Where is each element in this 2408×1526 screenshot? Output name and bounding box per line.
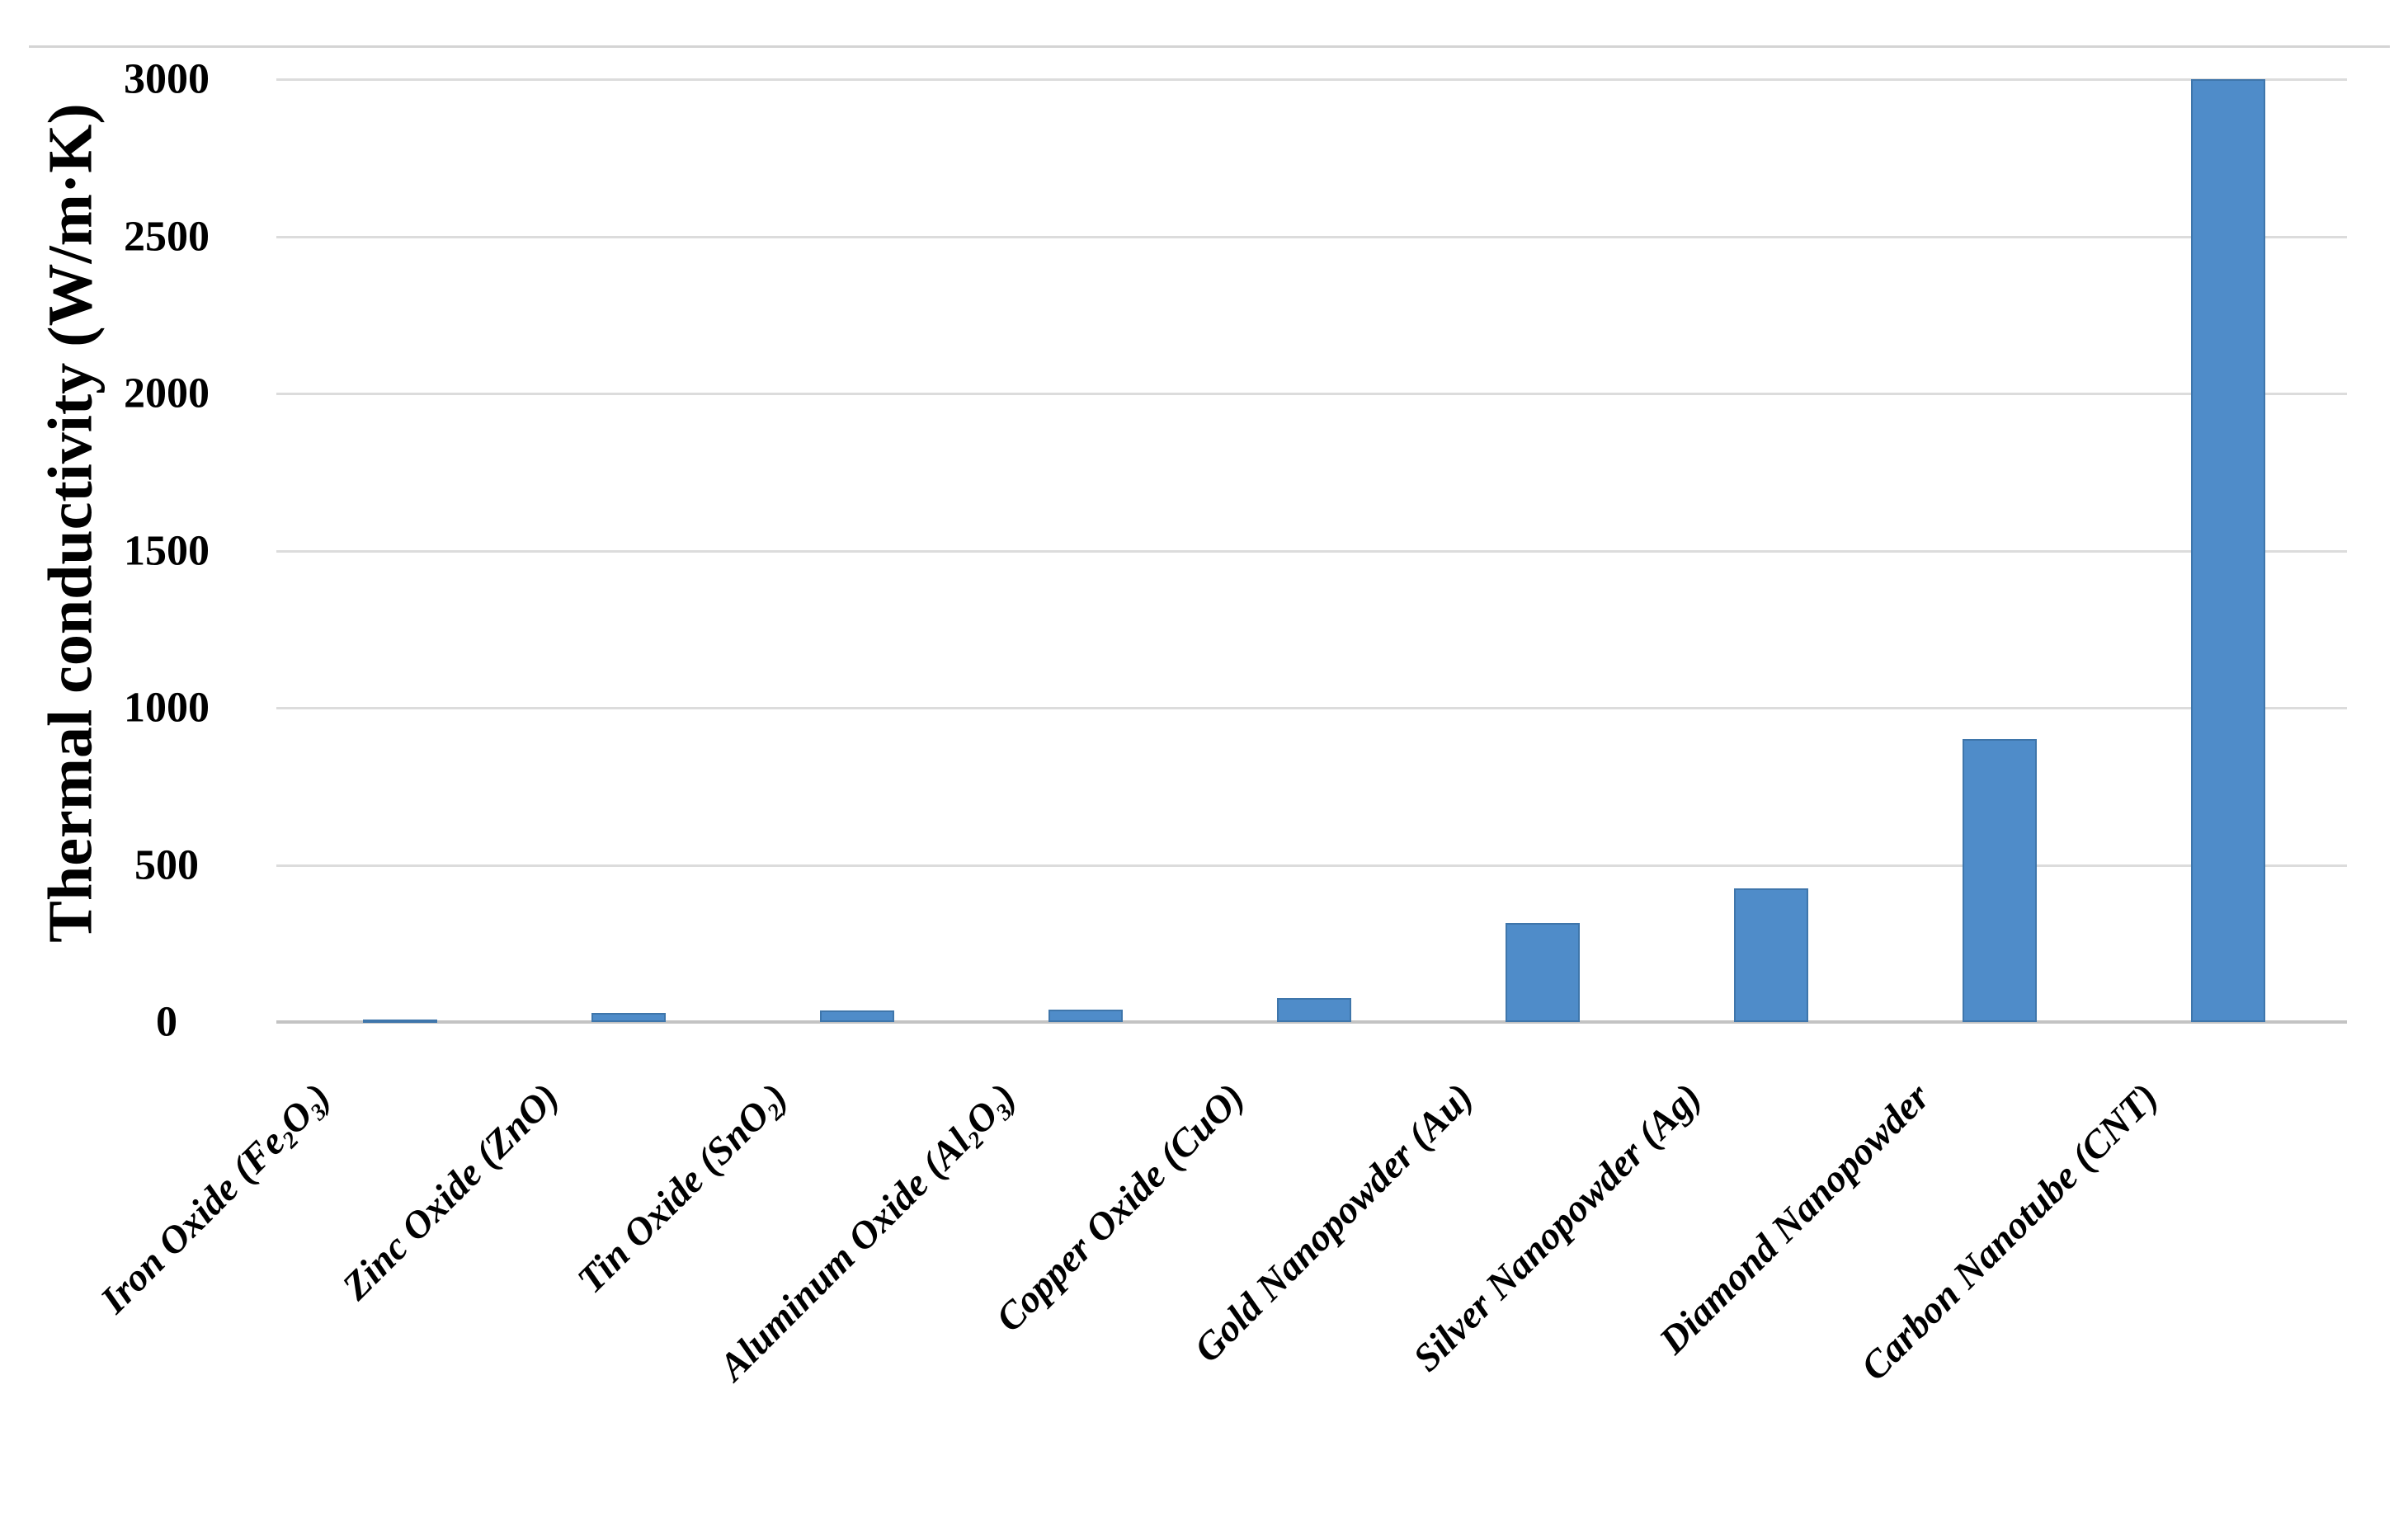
gridline-3000 [276,78,2347,81]
bar-copper-oxide-cuo [1277,998,1351,1022]
plot-top-border [29,45,2390,48]
bar-silver-nanopowder-ag [1734,888,1808,1022]
x-category-label-tin-oxide-sno2: Tin Oxide (SnO2) [569,1075,796,1302]
x-axis-line [276,1020,2347,1024]
gridline-500 [276,864,2347,867]
bar-gold-nanopowder-au [1506,923,1580,1022]
gridline-1500 [276,549,2347,553]
gridline-2500 [276,235,2347,238]
y-tick-label-1000: 1000 [124,684,210,732]
bar-zinc-oxide-zno [591,1013,666,1022]
x-category-label-copper-oxide-cuo: Copper Oxide (CuO) [987,1075,1253,1340]
y-tick-label-1500: 1500 [124,527,210,574]
x-category-label-zinc-oxide-zno: Zinc Oxide (ZnO) [334,1075,568,1309]
y-axis-title: Thermal conductivity (W/m·K) [35,103,106,943]
bar-carbon-nanotube-cnt [2191,79,2265,1022]
y-tick-label-3000: 3000 [124,55,210,103]
x-category-label-iron-oxide-fe2o3: Iron Oxide (Fe2O3) [92,1075,339,1322]
bar-aluminum-oxide-al2o3 [1048,1010,1123,1022]
y-tick-label-2500: 2500 [124,213,210,260]
bar-diamond-nanopowder [1963,739,2037,1022]
y-tick-label-0: 0 [156,998,177,1046]
bar-tin-oxide-sno2 [820,1010,894,1022]
gridline-1000 [276,707,2347,709]
gridline-2000 [276,393,2347,395]
y-tick-label-2000: 2000 [124,370,210,417]
bar-iron-oxide-fe2o3 [363,1020,437,1023]
y-tick-label-500: 500 [134,841,199,888]
